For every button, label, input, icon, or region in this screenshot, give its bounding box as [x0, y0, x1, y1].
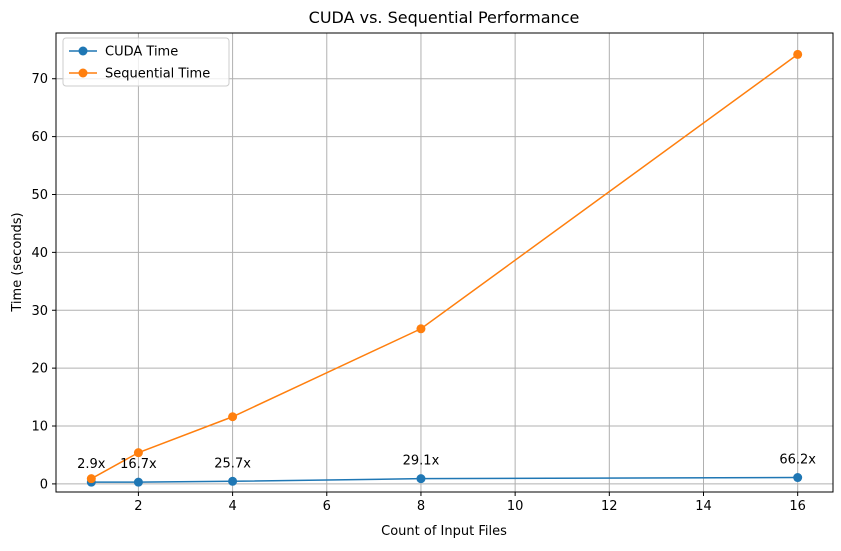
- sequential-time-point: [86, 474, 96, 484]
- x-axis-label: Count of Input Files: [381, 524, 507, 539]
- annotation-layer: 2.9x 16.7x 25.7x 29.1x 66.2x: [77, 453, 816, 473]
- chart-title: CUDA vs. Sequential Performance: [309, 8, 580, 27]
- y-tick-label: 30: [31, 304, 48, 319]
- x-tick-label: 8: [417, 499, 425, 514]
- speedup-annotation: 2.9x: [77, 457, 106, 472]
- y-tick-label: 40: [31, 246, 48, 261]
- plot-frame: [55, 32, 834, 493]
- cuda-time-point: [133, 477, 143, 487]
- cuda-time-point: [793, 473, 803, 483]
- y-tick-label: 20: [31, 362, 48, 377]
- grid: [56, 33, 833, 492]
- x-tick-label: 14: [695, 499, 712, 514]
- series-layer: [86, 49, 803, 487]
- y-tick-label: 60: [31, 130, 48, 145]
- y-tick-label: 0: [40, 477, 48, 492]
- legend-label: Sequential Time: [105, 67, 210, 82]
- x-tick-label: 4: [228, 499, 236, 514]
- x-tick-label: 12: [601, 499, 618, 514]
- legend-swatch-marker: [78, 68, 88, 78]
- x-tick-label: 16: [789, 499, 806, 514]
- y-tick-label: 50: [31, 188, 48, 203]
- sequential-time-point: [416, 324, 426, 334]
- cuda-time-line: [91, 476, 798, 483]
- legend-label: CUDA Time: [105, 45, 178, 60]
- speedup-annotation: 66.2x: [779, 453, 816, 468]
- axes: 2 4 6 8 10 12 14 16 0 10 20 30 40 50 60 70: [31, 72, 806, 514]
- sequential-time-line: [90, 53, 799, 480]
- legend: CUDA Time Sequential Time: [62, 37, 230, 87]
- cuda-time-point: [228, 476, 238, 486]
- sequential-time-point: [793, 49, 803, 59]
- y-axis-label: Time (seconds): [10, 212, 25, 312]
- x-tick-label: 10: [507, 499, 524, 514]
- x-tick-label: 6: [323, 499, 331, 514]
- sequential-time-point: [133, 448, 143, 458]
- legend-frame: [62, 37, 230, 87]
- x-tick-label: 2: [134, 499, 142, 514]
- speedup-annotation: 25.7x: [214, 456, 251, 471]
- y-tick-label: 70: [31, 72, 48, 87]
- speedup-annotation: 16.7x: [120, 457, 157, 472]
- cuda-time-point: [416, 474, 426, 484]
- sequential-time-point: [228, 412, 238, 422]
- speedup-annotation: 29.1x: [403, 454, 440, 469]
- y-tick-label: 10: [31, 420, 48, 435]
- legend-swatch-marker: [78, 46, 88, 56]
